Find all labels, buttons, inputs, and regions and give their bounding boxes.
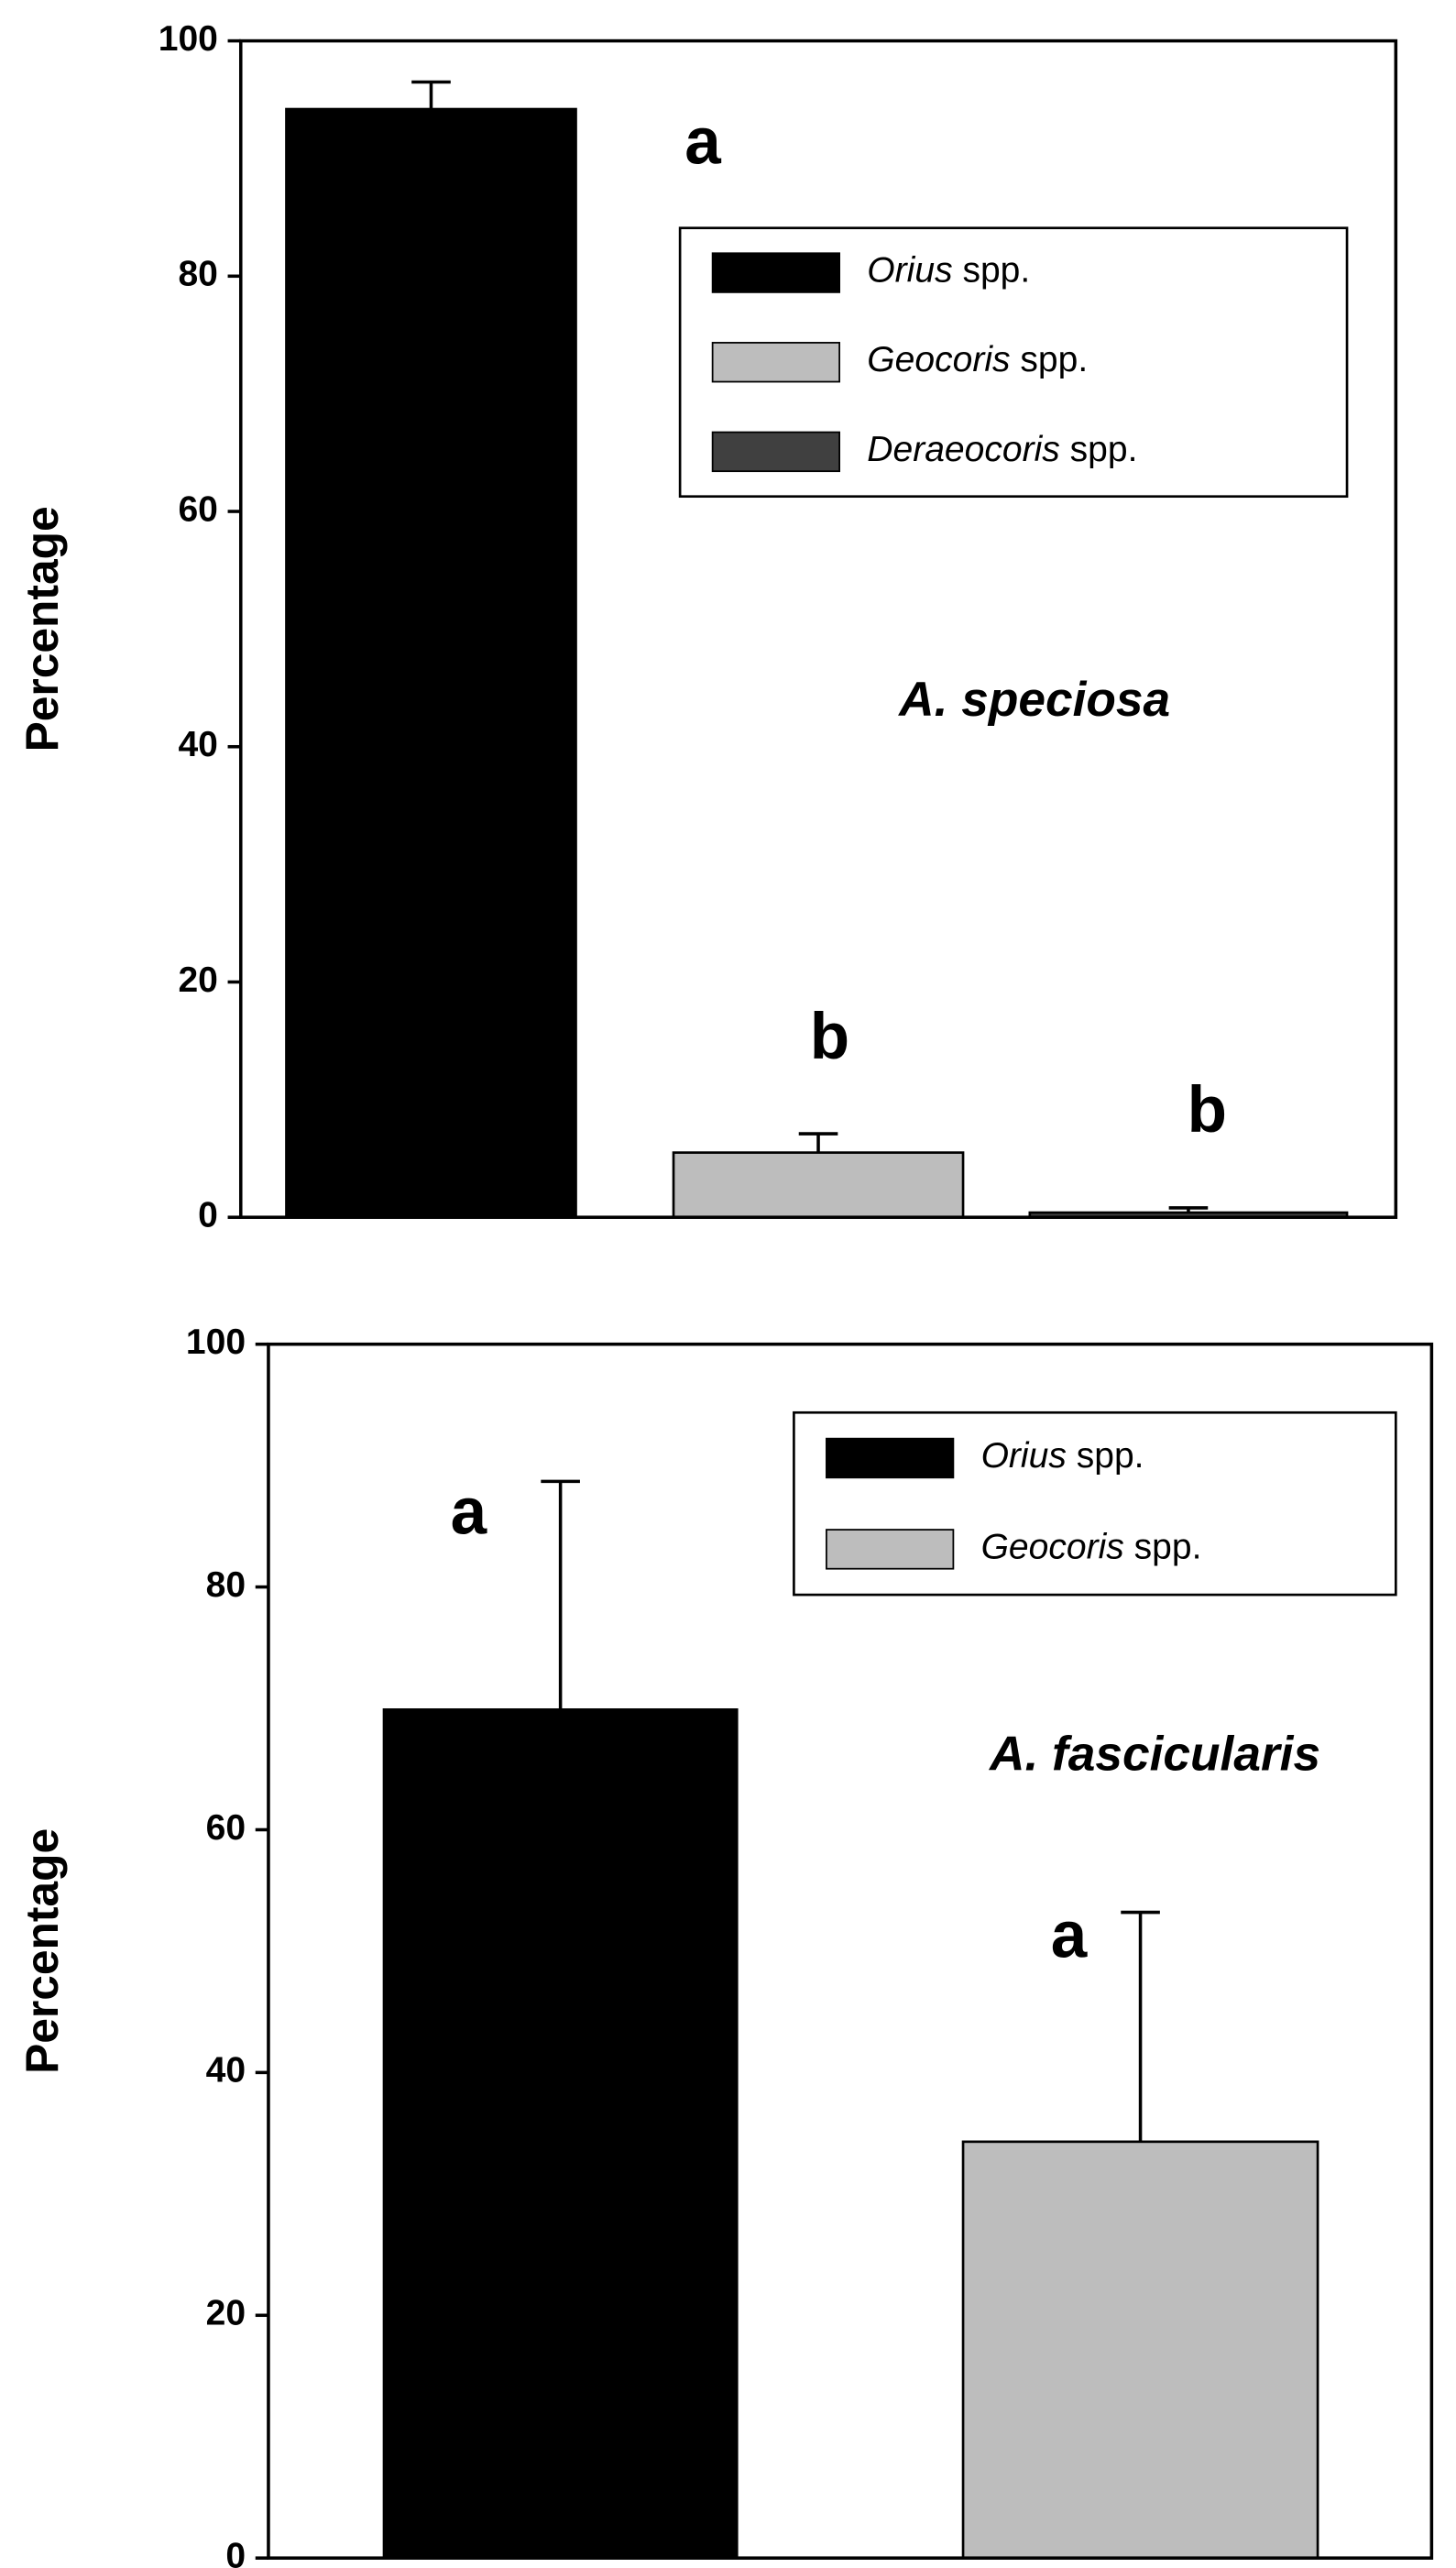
annotation: A. speciosa	[897, 673, 1170, 727]
y-tick-label: 80	[206, 1565, 246, 1605]
plot-frame	[238, 38, 1398, 1219]
significance-letter: a	[1051, 1899, 1088, 1971]
legend-label: Orius spp.	[981, 1436, 1144, 1476]
significance-letter: b	[810, 1001, 849, 1073]
bar	[672, 1151, 965, 1219]
legend-label: Orius spp.	[867, 251, 1030, 291]
bar	[382, 1708, 739, 2560]
y-tick-label: 100	[159, 19, 218, 59]
y-tick-label: 0	[225, 2536, 246, 2568]
y-tick-label: 60	[178, 489, 217, 529]
legend-label: Geocoris spp.	[867, 341, 1088, 380]
y-tick-label: 40	[178, 725, 217, 764]
y-tick-label: 20	[206, 2294, 246, 2333]
bar	[961, 2140, 1319, 2560]
y-tick-label: 0	[198, 1196, 218, 1235]
legend-swatch	[826, 1529, 955, 1570]
y-tick-label: 60	[206, 1808, 246, 1848]
significance-letter: a	[451, 1476, 487, 1549]
y-tick-label: 100	[186, 1322, 246, 1362]
plot-frame	[267, 1342, 1434, 2560]
y-axis-label: Percentage	[16, 506, 68, 752]
y-tick-label: 80	[178, 255, 217, 294]
legend-swatch	[711, 252, 841, 293]
significance-letter: a	[684, 106, 721, 179]
bar	[285, 107, 577, 1219]
legend-label: Deraeocoris spp.	[867, 430, 1137, 469]
significance-letter: b	[1188, 1074, 1227, 1147]
annotation: A. fascicularis	[988, 1728, 1320, 1782]
legend-swatch	[711, 431, 841, 473]
legend-swatch	[711, 342, 841, 383]
legend-label: Geocoris spp.	[981, 1528, 1202, 1567]
legend-swatch	[826, 1437, 955, 1479]
y-tick-label: 20	[178, 960, 217, 1000]
y-axis-label: Percentage	[16, 1828, 68, 2074]
y-tick-label: 40	[206, 2051, 246, 2091]
